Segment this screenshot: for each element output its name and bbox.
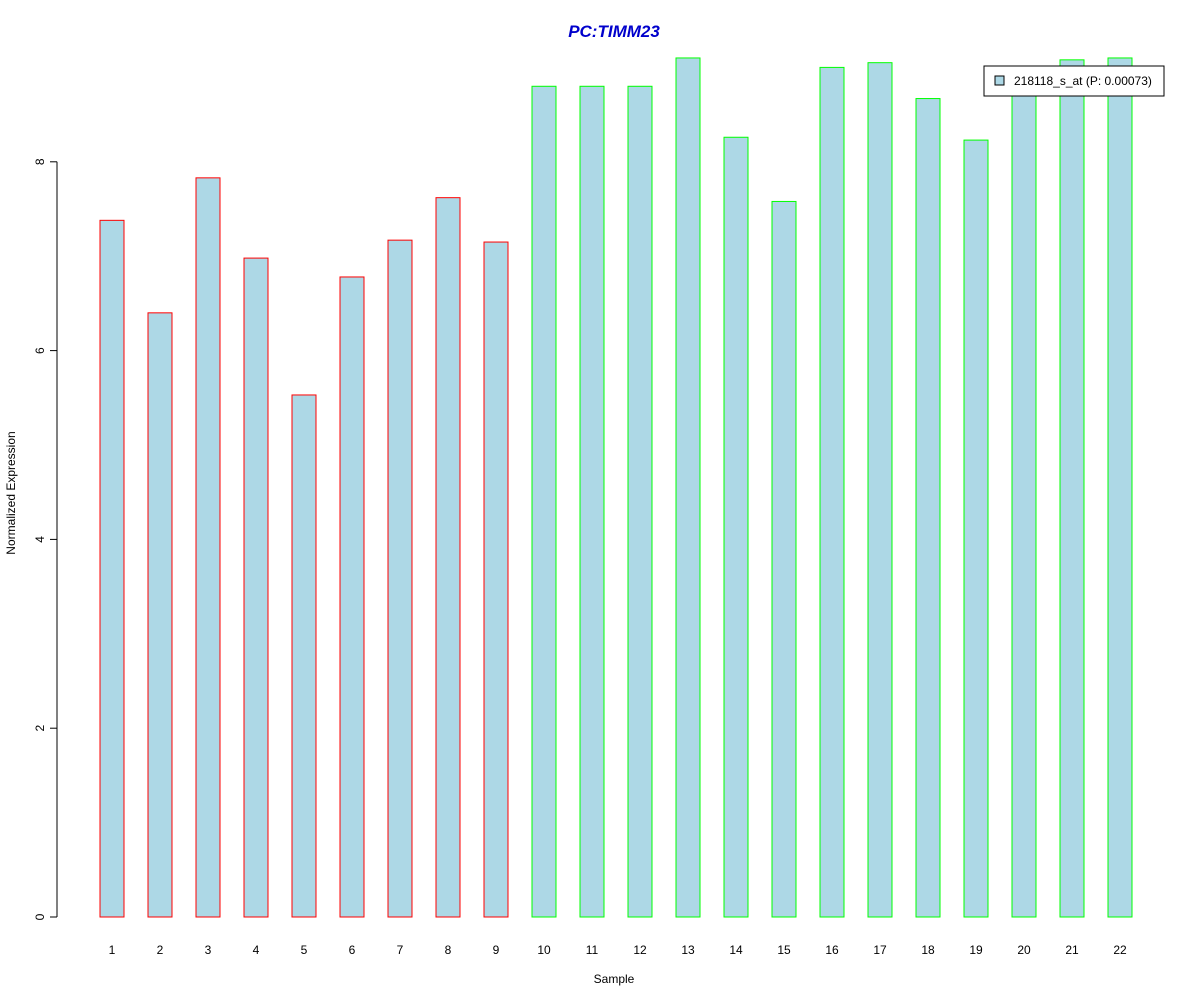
x-tick-label: 5	[301, 943, 308, 957]
bar-sample-12	[627, 85, 653, 918]
x-tick-label: 18	[921, 943, 935, 957]
x-tick-label: 22	[1113, 943, 1127, 957]
bar-sample-2	[147, 312, 173, 918]
bar-sample-1	[99, 219, 125, 918]
y-tick-label: 0	[33, 913, 47, 920]
x-axis-label: Sample	[594, 972, 635, 986]
bar-sample-6	[339, 276, 365, 918]
bar-sample-7	[387, 239, 413, 918]
bar-sample-13	[675, 57, 701, 918]
legend-label: 218118_s_at (P: 0.00073)	[1014, 74, 1152, 88]
bar-sample-3	[195, 177, 221, 918]
bar-sample-15	[771, 200, 797, 918]
bar-sample-8	[435, 197, 461, 918]
x-tick-label: 17	[873, 943, 887, 957]
x-tick-label: 21	[1065, 943, 1079, 957]
x-tick-label: 12	[633, 943, 647, 957]
chart-title: PC:TIMM23	[568, 22, 660, 41]
x-tick-label: 11	[586, 943, 599, 957]
x-tick-label: 16	[825, 943, 839, 957]
x-tick-label: 1	[109, 943, 116, 957]
bar-sample-22	[1107, 57, 1133, 918]
y-axis: 0 2 4 6 8	[33, 158, 58, 920]
x-axis-tick-labels: 1 2 3 4 5 6 7 8 9 10 11 12 13 14 15 16 17 18 19 20 21 22	[109, 943, 1127, 957]
x-tick-label: 10	[537, 943, 551, 957]
x-tick-label: 2	[157, 943, 164, 957]
bar-sample-17	[867, 62, 893, 918]
x-tick-label: 20	[1017, 943, 1031, 957]
bar-sample-11	[579, 85, 605, 918]
bar-sample-9	[483, 241, 509, 918]
legend-swatch	[994, 75, 1005, 86]
bar-sample-4	[243, 257, 269, 918]
bar-sample-19	[963, 139, 989, 918]
y-tick-label: 6	[33, 347, 47, 354]
y-axis-label: Normalized Expression	[4, 431, 18, 554]
legend: 218118_s_at (P: 0.00073)	[983, 65, 1165, 97]
y-tick-label: 4	[33, 536, 47, 543]
y-tick-label: 8	[33, 158, 47, 165]
x-tick-label: 13	[681, 943, 695, 957]
bar-sample-16	[819, 66, 845, 918]
x-tick-label: 15	[777, 943, 791, 957]
bar-sample-20	[1011, 85, 1037, 918]
y-tick-label: 2	[33, 725, 47, 732]
bar-sample-21	[1059, 59, 1085, 918]
x-tick-label: 9	[493, 943, 500, 957]
x-tick-label: 8	[445, 943, 452, 957]
x-tick-label: 14	[729, 943, 743, 957]
x-tick-label: 4	[253, 943, 260, 957]
x-tick-label: 19	[969, 943, 983, 957]
bar-sample-10	[531, 85, 557, 918]
x-tick-label: 6	[349, 943, 356, 957]
legend-box	[983, 65, 1165, 97]
bar-sample-5	[291, 394, 317, 918]
bars	[99, 57, 1133, 918]
x-tick-label: 7	[397, 943, 404, 957]
bar-sample-14	[723, 136, 749, 918]
bar-sample-18	[915, 98, 941, 918]
x-tick-label: 3	[205, 943, 212, 957]
